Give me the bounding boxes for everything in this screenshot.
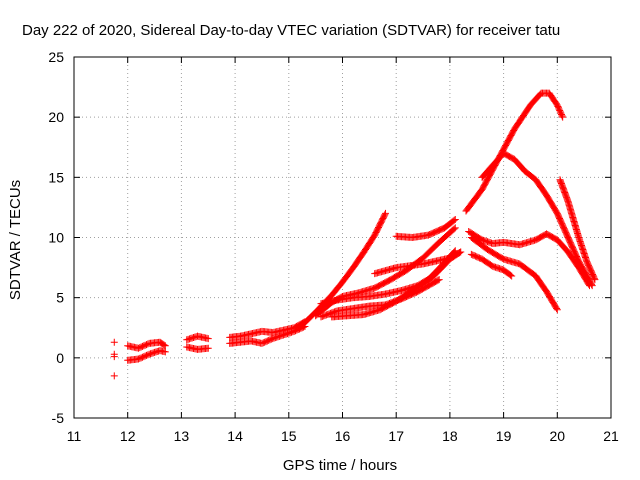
x-tick-label: 16 (335, 428, 351, 444)
data-point (585, 280, 593, 288)
y-tick-label: -5 (52, 410, 65, 426)
series-isolated (110, 338, 118, 380)
y-tick-label: 5 (56, 290, 64, 306)
series-low-c (183, 332, 212, 344)
data-point (586, 282, 594, 290)
x-tick-label: 11 (67, 428, 82, 444)
axis-ticks: 11 12 13 14 15 16 17 18 19 20 21 -5 0 5 10 15 20 25 (48, 49, 619, 444)
data-point (435, 276, 443, 284)
series-arc-5 (371, 248, 465, 278)
series-right-tail (556, 176, 599, 284)
x-tick-label: 13 (174, 428, 190, 444)
data-point (381, 209, 389, 217)
data-point (451, 224, 459, 232)
x-tick-label: 20 (550, 428, 566, 444)
y-tick-label: 15 (48, 169, 64, 185)
series-low-d (183, 343, 212, 353)
x-tick-label: 17 (388, 428, 404, 444)
chart-title: Day 222 of 2020, Sidereal Day-to-day VTE… (22, 22, 560, 39)
data-point (110, 353, 118, 361)
x-tick-label: 19 (496, 428, 512, 444)
data-point (553, 304, 561, 312)
series-low-f (226, 323, 309, 347)
x-tick-label: 18 (442, 428, 458, 444)
data-point (204, 335, 212, 343)
x-tick-label: 14 (227, 428, 243, 444)
series-plateau (465, 227, 594, 290)
data-point (434, 276, 442, 284)
data-point (508, 272, 516, 280)
data-point (559, 113, 567, 121)
grid (74, 57, 611, 418)
data-point (110, 372, 118, 380)
x-tick-label: 12 (120, 428, 136, 444)
x-tick-label: 21 (603, 428, 619, 444)
data-point (590, 274, 598, 282)
series-lower-tail (467, 250, 516, 280)
data-point (161, 342, 169, 350)
data-point (591, 276, 599, 284)
x-tick-label: 15 (281, 428, 297, 444)
y-tick-label: 0 (56, 350, 64, 366)
data-point (161, 348, 169, 356)
data-point (455, 249, 463, 257)
series-arc-7 (392, 215, 459, 241)
data-point (160, 341, 168, 349)
series-low-a (124, 338, 169, 352)
data-point (110, 338, 118, 346)
x-axis-title: GPS time / hours (283, 457, 397, 474)
y-tick-label: 20 (48, 109, 64, 125)
data-point (450, 225, 458, 233)
y-axis-title: SDTVAR / TECUs (7, 180, 24, 300)
y-tick-label: 10 (48, 230, 64, 246)
data-point (450, 216, 458, 224)
data-point (558, 112, 566, 120)
data-point (204, 344, 212, 352)
data-point (507, 271, 515, 279)
data-point (553, 306, 561, 314)
data-points (110, 89, 599, 380)
series-arc-6 (317, 276, 443, 321)
y-tick-label: 25 (48, 49, 64, 65)
series-peak (462, 89, 567, 215)
series-low-b (124, 347, 169, 364)
data-point (457, 248, 465, 256)
data-point (381, 211, 389, 219)
data-point (451, 215, 459, 223)
series-descent (467, 234, 561, 314)
